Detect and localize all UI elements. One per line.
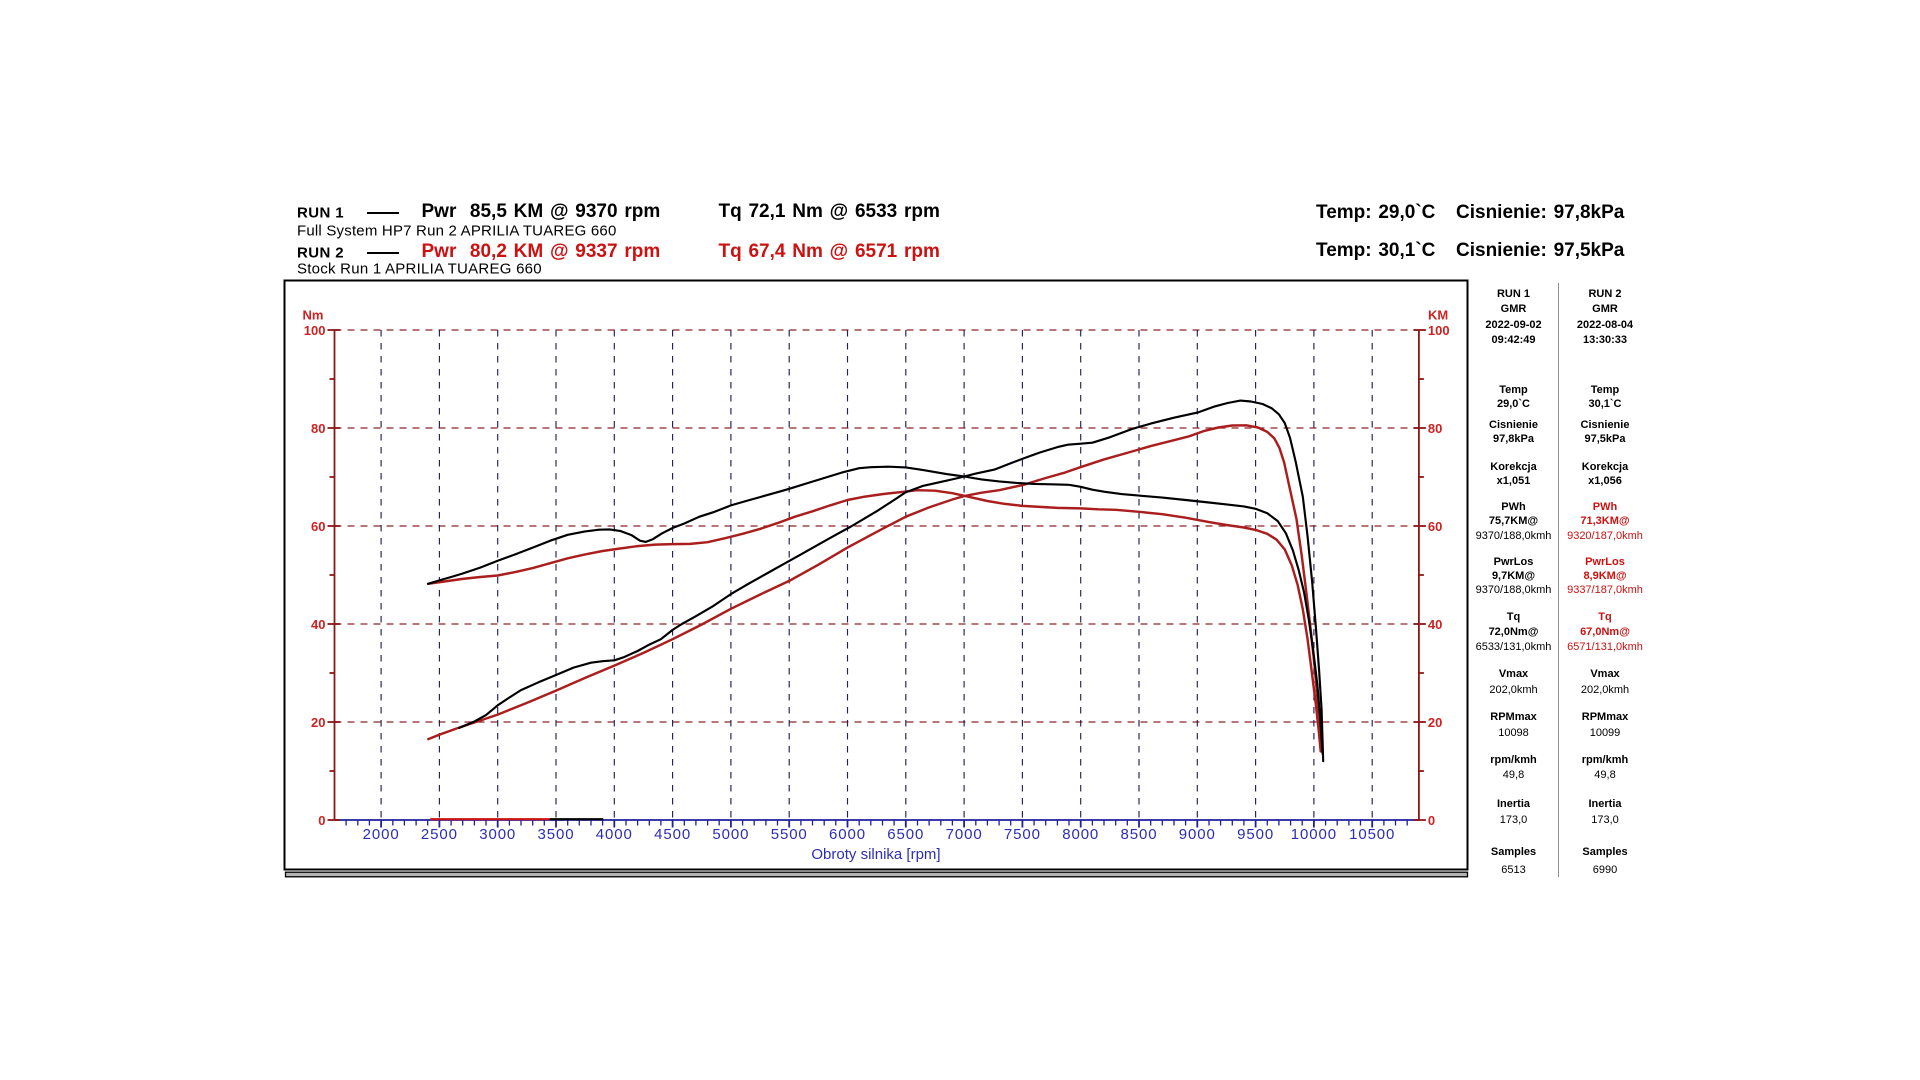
- svg-text:2500: 2500: [421, 826, 458, 843]
- svg-text:5500: 5500: [771, 826, 808, 843]
- svg-text:100: 100: [1428, 323, 1450, 338]
- svg-text:4000: 4000: [596, 826, 633, 843]
- svg-text:8000: 8000: [1062, 826, 1099, 843]
- svg-text:3500: 3500: [538, 826, 575, 843]
- svg-text:80: 80: [1428, 421, 1442, 436]
- svg-text:10000: 10000: [1291, 826, 1337, 843]
- svg-text:9500: 9500: [1237, 826, 1274, 843]
- svg-text:10500: 10500: [1349, 826, 1395, 843]
- svg-text:4500: 4500: [654, 826, 691, 843]
- svg-text:7000: 7000: [946, 826, 983, 843]
- svg-text:9000: 9000: [1179, 826, 1216, 843]
- svg-text:80: 80: [311, 421, 325, 436]
- svg-text:7500: 7500: [1004, 826, 1041, 843]
- svg-text:2000: 2000: [363, 826, 400, 843]
- svg-text:KM: KM: [1428, 308, 1448, 323]
- svg-text:100: 100: [304, 323, 326, 338]
- svg-text:40: 40: [1428, 617, 1442, 632]
- svg-text:60: 60: [311, 519, 325, 534]
- svg-text:0: 0: [1428, 813, 1435, 828]
- svg-text:3000: 3000: [479, 826, 516, 843]
- svg-text:0: 0: [318, 813, 325, 828]
- svg-text:40: 40: [311, 617, 325, 632]
- svg-text:6000: 6000: [829, 826, 866, 843]
- svg-text:8500: 8500: [1121, 826, 1158, 843]
- svg-text:Obroty silnika [rpm]: Obroty silnika [rpm]: [811, 846, 940, 863]
- svg-text:6500: 6500: [887, 826, 924, 843]
- svg-text:Nm: Nm: [303, 308, 324, 323]
- svg-text:60: 60: [1428, 519, 1442, 534]
- svg-text:20: 20: [311, 715, 325, 730]
- svg-text:5000: 5000: [712, 826, 749, 843]
- svg-text:20: 20: [1428, 715, 1442, 730]
